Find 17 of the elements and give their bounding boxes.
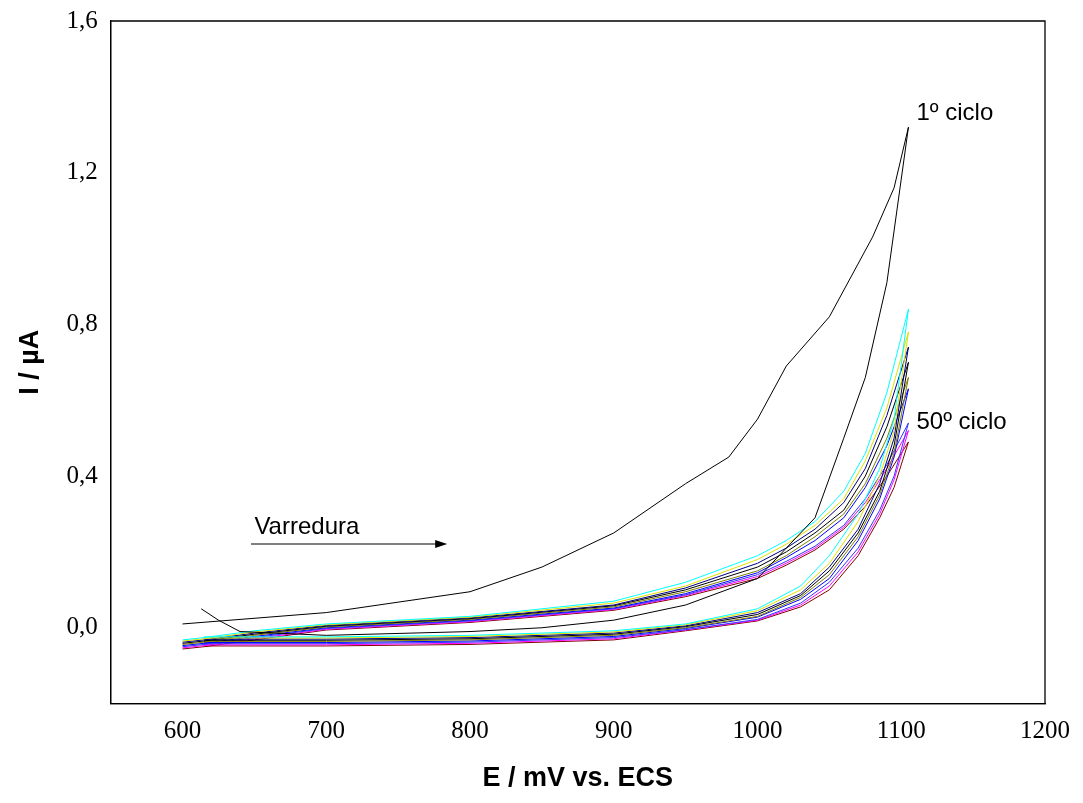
x-tick-label: 1100	[876, 716, 926, 744]
annotation: Varredura	[254, 512, 360, 540]
x-tick-label: 600	[163, 716, 202, 744]
y-tick-label: 1,2	[66, 157, 98, 185]
x-axis-title: E / mV vs. ECS	[482, 762, 674, 793]
annotation: 1º ciclo	[916, 97, 994, 125]
annotation: 50º ciclo	[916, 406, 1007, 434]
x-tick-label: 1000	[732, 716, 783, 744]
x-tick-label: 800	[451, 716, 489, 744]
y-tick-label: 1,6	[66, 5, 98, 33]
x-tick-label: 1200	[1020, 716, 1070, 744]
x-tick-label: 700	[307, 716, 346, 744]
y-tick-label: 0,0	[66, 612, 98, 640]
y-tick-label: 0,8	[66, 308, 98, 336]
x-tick-label: 900	[595, 716, 633, 744]
y-axis-title: I / µA	[13, 329, 44, 395]
y-tick-label: 0,4	[66, 460, 99, 488]
